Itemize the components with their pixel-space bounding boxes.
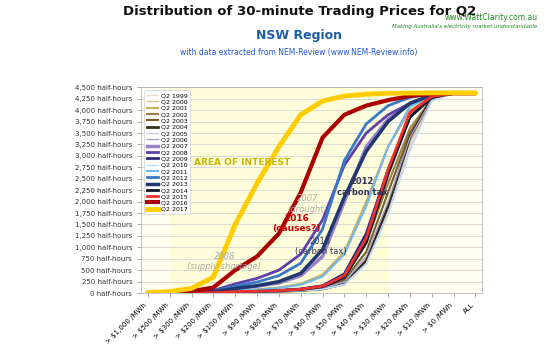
Text: Making Australia's electricity market understandable: Making Australia's electricity market un… — [392, 24, 537, 29]
Text: Distribution of 30-minute Trading Prices for Q2: Distribution of 30-minute Trading Prices… — [122, 5, 476, 19]
Text: NSW Region: NSW Region — [256, 29, 342, 42]
Legend: Q2 1999, Q2 2000, Q2 2001, Q2 2002, Q2 2003, Q2 2004, Q2 2005, Q2 2006, Q2 2007,: Q2 1999, Q2 2000, Q2 2001, Q2 2002, Q2 2… — [145, 91, 190, 214]
Text: 2012
carbon tax: 2012 carbon tax — [336, 177, 387, 197]
Text: AREA OF INTEREST: AREA OF INTEREST — [194, 158, 290, 167]
Text: www.WattClarity.com.au: www.WattClarity.com.au — [444, 13, 537, 22]
Bar — [170, 87, 388, 293]
Text: 2008
(supply shortage): 2008 (supply shortage) — [187, 252, 261, 271]
Text: 2016
(causes?): 2016 (causes?) — [272, 214, 321, 233]
Text: 2013
(carbon tax): 2013 (carbon tax) — [295, 237, 346, 256]
Text: with data extracted from NEM-Review (www.NEM-Review.info): with data extracted from NEM-Review (www… — [181, 48, 418, 57]
Text: 2007
(drought): 2007 (drought) — [288, 194, 327, 214]
